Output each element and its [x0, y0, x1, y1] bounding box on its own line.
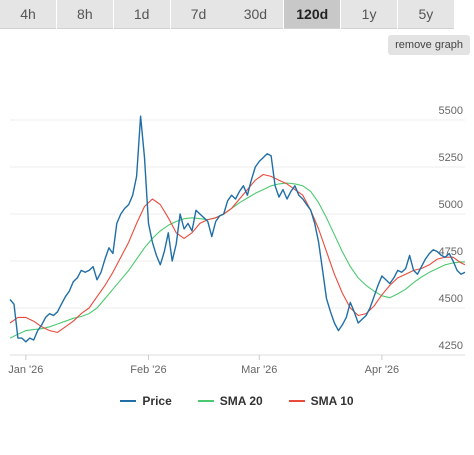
time-range-tabs: 4h 8h 1d 7d 30d 120d 1y 5y — [0, 0, 474, 30]
x-tick-label: Mar '26 — [241, 364, 277, 376]
legend-item-sma-20[interactable]: SMA 20 — [197, 394, 263, 408]
legend-label: SMA 10 — [310, 394, 354, 408]
y-tick-label: 4500 — [439, 293, 463, 305]
x-tick-label: Jan '26 — [8, 364, 43, 376]
price-chart: 4250 4500 4750 5000 5250 5500 Jan '26 Feb '26 Ma… — [8, 105, 466, 376]
y-tick-label: 4750 — [439, 246, 463, 258]
chart-legend: Price SMA 20 SMA 10 — [0, 390, 474, 412]
legend-swatch — [197, 400, 214, 402]
x-tick-label: Feb '26 — [130, 364, 166, 376]
series-line-sma-20 — [9, 182, 465, 339]
legend-item-price[interactable]: Price — [120, 394, 172, 408]
legend-item-sma-10[interactable]: SMA 10 — [288, 394, 354, 408]
tab-30d[interactable]: 30d — [227, 0, 284, 29]
y-tick-label: 5250 — [439, 152, 463, 164]
tab-1d[interactable]: 1d — [113, 0, 170, 29]
series-line-price — [9, 115, 466, 343]
legend-label: Price — [142, 394, 172, 408]
y-tick-label: 4250 — [439, 340, 463, 352]
tab-8h[interactable]: 8h — [56, 0, 113, 29]
x-tick-label: Apr '26 — [365, 364, 400, 376]
tab-4h[interactable]: 4h — [0, 0, 56, 29]
legend-swatch — [288, 400, 305, 402]
y-tick-label: 5000 — [439, 199, 463, 211]
y-tick-label: 5500 — [439, 105, 463, 117]
series-line-sma-10 — [9, 173, 466, 333]
legend-swatch — [120, 400, 137, 402]
remove-graph-button[interactable]: remove graph — [388, 35, 470, 55]
tab-5y[interactable]: 5y — [397, 0, 454, 29]
tab-1y[interactable]: 1y — [341, 0, 398, 29]
tab-7d[interactable]: 7d — [170, 0, 227, 29]
tab-120d[interactable]: 120d — [284, 0, 341, 29]
legend-label: SMA 20 — [219, 394, 263, 408]
